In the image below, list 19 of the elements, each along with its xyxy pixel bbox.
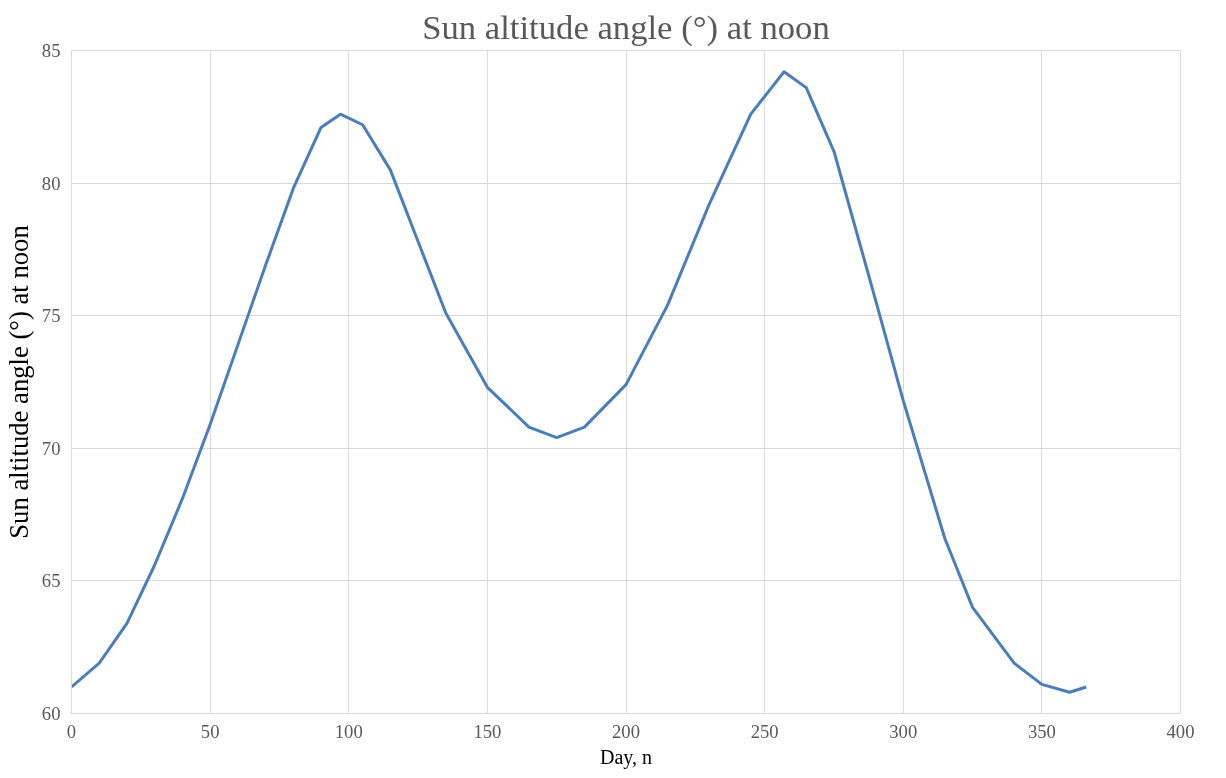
y-tick-label: 60 bbox=[41, 703, 61, 724]
y-tick-label: 65 bbox=[41, 570, 61, 592]
x-tick-label: 250 bbox=[750, 720, 779, 742]
y-tick-label: 80 bbox=[41, 172, 61, 194]
x-tick-label: 0 bbox=[66, 720, 77, 742]
y-tick-label: 75 bbox=[41, 305, 61, 327]
chart-title: Sun altitude angle (°) at noon bbox=[422, 7, 830, 47]
y-tick-label: 85 bbox=[41, 40, 61, 61]
y-tick-label: 70 bbox=[41, 437, 61, 459]
x-tick-label: 200 bbox=[612, 720, 640, 742]
x-tick-label: 350 bbox=[1027, 720, 1056, 742]
x-tick-label: 300 bbox=[889, 720, 918, 742]
line-series bbox=[71, 70, 1088, 694]
y-axis-title: Sun altitude angle (°) at noon bbox=[3, 225, 34, 539]
x-tick-label: 50 bbox=[200, 720, 220, 742]
x-tick-label: 400 bbox=[1166, 720, 1195, 742]
x-tick-label: 100 bbox=[334, 720, 363, 742]
x-axis-title: Day, n bbox=[599, 745, 653, 769]
x-tick-label: 150 bbox=[473, 720, 502, 742]
